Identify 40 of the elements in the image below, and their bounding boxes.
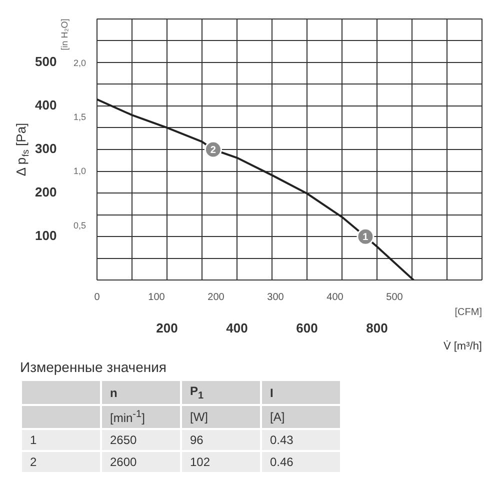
annotation: 1	[362, 232, 369, 243]
text: 2650	[110, 433, 137, 448]
x2-tick-label: 500	[386, 292, 404, 303]
y-tick-label: 400	[34, 98, 57, 113]
category-label: I	[262, 381, 340, 404]
x2-tick-label: 0	[94, 292, 100, 303]
x2-axis-title: [CFM]	[454, 306, 482, 318]
x2-tick-label: 400	[326, 292, 344, 303]
y-axis-title: Δ pfs [Pa]	[14, 122, 30, 176]
text: 96	[190, 433, 204, 448]
category-label: P$_{1}$	[182, 381, 260, 404]
y-tick-label: 100	[34, 228, 57, 244]
text: [W]	[190, 410, 208, 424]
annotation: 2	[210, 144, 216, 156]
y2-tick-label: 1,5	[73, 112, 86, 122]
text: 2600	[110, 455, 137, 470]
category-label: 2	[30, 455, 37, 470]
x2-tick-label: 100	[148, 292, 166, 303]
y-tick-label: 200	[34, 184, 57, 200]
text: Измеренные значения	[20, 359, 168, 375]
x2-tick-label: 200	[208, 292, 225, 303]
x-axis-title: V̇ [m³/h]	[443, 340, 482, 352]
x-tick-label: 800	[366, 320, 388, 336]
text: [A]	[270, 410, 285, 424]
x-tick-label: 200	[156, 320, 178, 336]
category-label: n	[102, 381, 180, 404]
y-tick-label: 500	[34, 54, 57, 69]
text: 102	[190, 455, 210, 470]
text: 0.46	[270, 455, 294, 470]
y2-tick-label: 0,5	[73, 220, 86, 230]
text: 0.43	[270, 433, 294, 448]
y2-tick-label: 2,0	[73, 58, 86, 68]
y2-axis-title: [in H₂O]	[60, 18, 70, 50]
y-tick-label: 300	[34, 141, 57, 156]
x2-tick-label: 300	[267, 292, 284, 303]
x-tick-label: 600	[296, 320, 318, 336]
text: [min$^{-1}$]	[110, 409, 145, 426]
y2-tick-label: 1,0	[73, 166, 86, 176]
category-label: 1	[30, 433, 37, 448]
x-tick-label: 400	[226, 320, 248, 336]
